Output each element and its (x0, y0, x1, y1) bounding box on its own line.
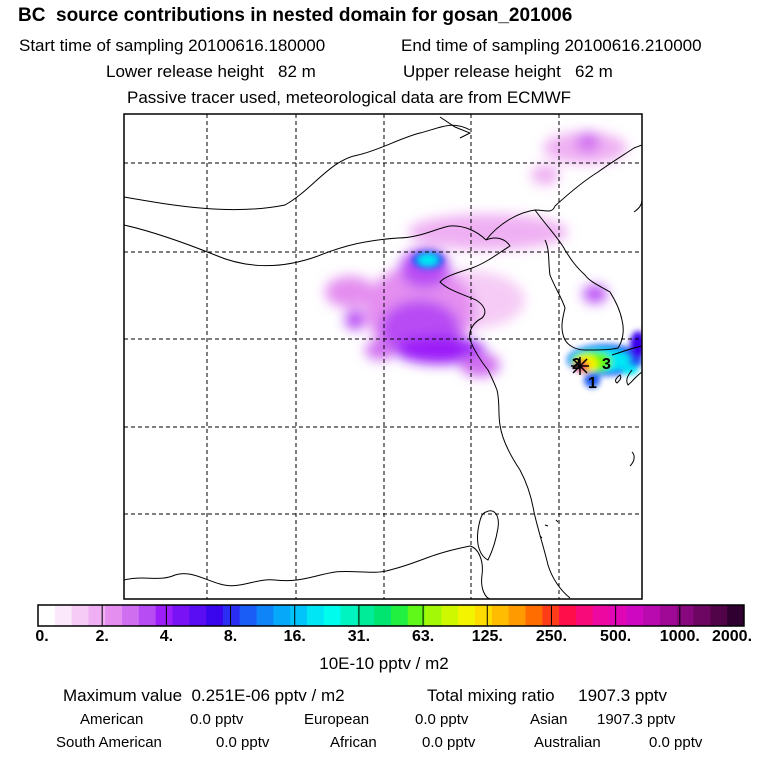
colorbar-tick-label: 1000. (659, 628, 700, 645)
colorbar-swatch (643, 605, 661, 626)
colorbar-swatch (575, 605, 594, 626)
colorbar-swatch (727, 605, 745, 626)
total-mixing-label: Total mixing ratio 1907.3 pptv (427, 686, 668, 705)
colorbar-swatch (290, 605, 308, 626)
grid-lines (124, 114, 642, 599)
colorbar-tick-label: 4. (159, 628, 174, 645)
colorbar-tick-label: 2. (95, 628, 109, 645)
colorbar-swatch (407, 605, 426, 626)
colorbar-swatch (122, 605, 140, 626)
colorbar-swatch (525, 605, 543, 626)
colorbar (37, 604, 745, 627)
colorbar-swatch (559, 605, 577, 626)
colorbar-swatch (693, 605, 711, 626)
page-title: BC source contributions in nested domain… (18, 5, 573, 26)
colorbar-swatch (206, 605, 224, 626)
colorbar-swatch (659, 605, 678, 626)
marker-1: 1 (588, 375, 597, 392)
colorbar-tick-label: 8. (223, 628, 238, 645)
colorbar-tick-label: 500. (600, 628, 632, 645)
marker-3: 3 (602, 356, 611, 373)
marker-2: 2 (572, 356, 581, 373)
colorbar-swatch (475, 605, 493, 626)
colorbar-swatch (71, 605, 89, 626)
colorbar-swatch (340, 605, 358, 626)
colorbar-swatch (155, 605, 173, 626)
colorbar-swatch (458, 605, 476, 626)
colorbar-swatch (239, 605, 258, 626)
start-time-label: Start time of sampling 20100616.180000 (19, 36, 326, 55)
colorbar-tick-label: 0. (35, 628, 49, 645)
colorbar-swatch (676, 605, 695, 626)
colorbar-swatch (374, 605, 392, 626)
colorbar-swatch (222, 605, 241, 626)
colorbar-swatch (273, 605, 291, 626)
region-value: 0.0 pptv (415, 711, 469, 728)
end-time-label: End time of sampling 20100616.210000 (401, 36, 702, 55)
colorbar-swatch (54, 605, 73, 626)
region-name: South American (56, 734, 162, 751)
plume-china-core (412, 251, 444, 269)
colorbar-swatch (172, 605, 190, 626)
colorbar-swatch (710, 605, 728, 626)
colorbar-tick-label: 63. (411, 628, 435, 645)
region-value: 0.0 pptv (422, 734, 476, 751)
colorbar-tick-label: 250. (535, 628, 568, 645)
receptor-star-icon (571, 357, 589, 375)
colorbar-swatch (256, 605, 274, 626)
colorbar-tick-label: 125. (471, 628, 503, 645)
region-name: European (304, 711, 370, 728)
colorbar-swatch (508, 605, 526, 626)
region-value: 1907.3 pptv (597, 711, 676, 728)
region-name: American (80, 711, 144, 728)
coastlines (124, 116, 642, 599)
colorbar-swatch (105, 605, 123, 626)
region-value: 0.0 pptv (216, 734, 270, 751)
map-frame (123, 113, 643, 600)
colorbar-swatch (88, 605, 106, 626)
plume-north-east (531, 132, 627, 185)
colorbar-tick-label: 31. (347, 628, 371, 645)
region-value: 0.0 pptv (649, 734, 703, 751)
colorbar-swatch (542, 605, 560, 626)
region-name: Asian (530, 711, 568, 728)
region-name: Australian (534, 734, 601, 751)
colorbar-swatch (391, 605, 409, 626)
colorbar-swatch (306, 605, 325, 626)
colorbar-swatch (592, 605, 611, 626)
colorbar-swatch (491, 605, 510, 626)
region-value: 0.0 pptv (190, 711, 244, 728)
region-name: African (330, 734, 377, 751)
tracer-note: Passive tracer used, meteorological data… (127, 88, 572, 107)
colorbar-tick-label: 2000. (711, 628, 753, 645)
colorbar-swatch (357, 605, 375, 626)
lower-release-label: Lower release height 82 m (106, 62, 316, 81)
colorbar-tick-label: 16. (283, 628, 306, 645)
colorbar-swatch (626, 605, 644, 626)
colorbar-swatch (441, 605, 459, 626)
colorbar-unit: 10E-10 pptv / m2 (319, 654, 449, 673)
upper-release-label: Upper release height 62 m (403, 62, 613, 81)
colorbar-swatch (323, 605, 342, 626)
colorbar-frame (37, 604, 745, 627)
colorbar-swatch (424, 605, 442, 626)
max-value-label: Maximum value 0.251E-06 pptv / m2 (63, 686, 345, 705)
colorbar-swatch (138, 605, 157, 626)
colorbar-swatch (609, 605, 627, 626)
colorbar-swatch (189, 605, 207, 626)
colorbar-swatch (38, 605, 56, 626)
